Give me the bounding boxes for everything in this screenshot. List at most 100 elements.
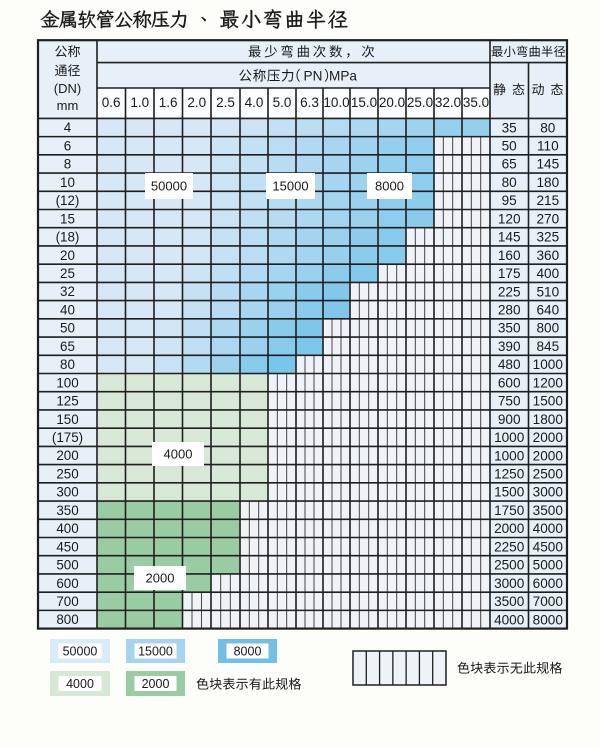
- svg-text:125: 125: [56, 394, 78, 409]
- svg-text:1000: 1000: [494, 430, 525, 445]
- svg-text:50000: 50000: [151, 179, 187, 194]
- svg-text:20: 20: [60, 248, 75, 263]
- svg-text:800: 800: [536, 321, 559, 336]
- svg-text:1500: 1500: [533, 394, 564, 409]
- svg-text:175: 175: [498, 266, 521, 281]
- svg-text:325: 325: [536, 230, 559, 245]
- svg-text:225: 225: [498, 284, 521, 299]
- svg-text:2500: 2500: [533, 467, 564, 482]
- svg-text:35: 35: [502, 120, 517, 135]
- svg-text:5.0: 5.0: [273, 95, 292, 110]
- svg-text:2000: 2000: [494, 521, 525, 536]
- svg-text:95: 95: [502, 193, 517, 208]
- svg-text:40: 40: [60, 302, 75, 317]
- svg-text:3500: 3500: [494, 594, 525, 609]
- svg-text:8000: 8000: [533, 612, 564, 627]
- svg-text:600: 600: [498, 375, 521, 390]
- svg-text:2000: 2000: [146, 571, 175, 586]
- svg-text:120: 120: [498, 211, 521, 226]
- svg-text:480: 480: [498, 357, 521, 372]
- svg-text:2.0: 2.0: [187, 95, 206, 110]
- svg-text:300: 300: [56, 485, 78, 500]
- svg-text:50000: 50000: [63, 644, 98, 658]
- svg-text:280: 280: [498, 303, 521, 318]
- svg-text:65: 65: [60, 339, 75, 354]
- svg-text:6000: 6000: [533, 576, 564, 591]
- svg-text:350: 350: [498, 321, 521, 336]
- svg-text:3500: 3500: [533, 503, 564, 518]
- svg-text:80: 80: [540, 120, 556, 135]
- svg-text:(18): (18): [56, 230, 80, 245]
- svg-text:2250: 2250: [494, 539, 525, 554]
- svg-text:20.0: 20.0: [379, 95, 405, 110]
- svg-text:800: 800: [56, 612, 78, 627]
- svg-text:0.6: 0.6: [102, 95, 121, 110]
- svg-text:MPa: MPa: [329, 68, 357, 83]
- svg-text:mm: mm: [57, 98, 79, 113]
- svg-text:15: 15: [60, 211, 75, 226]
- svg-text:4000: 4000: [494, 612, 525, 627]
- svg-text:500: 500: [56, 558, 78, 573]
- svg-text:15.0: 15.0: [351, 95, 377, 110]
- svg-text:110: 110: [537, 139, 559, 154]
- svg-text:2000: 2000: [533, 430, 564, 445]
- svg-text:200: 200: [56, 448, 78, 463]
- svg-text:(175): (175): [52, 430, 83, 445]
- svg-text:180: 180: [536, 175, 559, 190]
- svg-text:640: 640: [536, 303, 559, 318]
- svg-text:15000: 15000: [138, 644, 173, 658]
- svg-text:6.3: 6.3: [300, 95, 319, 110]
- svg-text:700: 700: [56, 594, 78, 609]
- svg-text:390: 390: [498, 339, 521, 354]
- svg-text:2000: 2000: [142, 677, 170, 691]
- svg-text:15000: 15000: [272, 179, 308, 194]
- svg-text:145: 145: [498, 230, 521, 245]
- svg-text:250: 250: [56, 466, 78, 481]
- svg-text:400: 400: [536, 266, 559, 281]
- svg-text:4: 4: [64, 120, 72, 135]
- svg-text:3000: 3000: [533, 485, 564, 500]
- svg-text:4000: 4000: [533, 521, 564, 536]
- svg-text:360: 360: [536, 248, 559, 263]
- svg-text:1250: 1250: [494, 467, 525, 482]
- svg-text:(DN): (DN): [54, 81, 81, 96]
- svg-text:4.0: 4.0: [245, 95, 264, 110]
- svg-text:145: 145: [536, 157, 559, 172]
- svg-text:8000: 8000: [234, 644, 262, 658]
- svg-text:32: 32: [60, 284, 75, 299]
- svg-text:2500: 2500: [494, 558, 525, 573]
- svg-text:8: 8: [64, 157, 71, 172]
- svg-text:1800: 1800: [533, 412, 564, 427]
- svg-text:80: 80: [502, 175, 518, 190]
- svg-text:450: 450: [56, 539, 78, 554]
- svg-text:1500: 1500: [494, 485, 525, 500]
- svg-text:845: 845: [536, 339, 559, 354]
- svg-text:270: 270: [536, 211, 559, 226]
- svg-text:10.0: 10.0: [323, 95, 349, 110]
- svg-text:25: 25: [60, 266, 75, 281]
- svg-text:2.5: 2.5: [216, 95, 235, 110]
- svg-text:6: 6: [64, 138, 71, 153]
- svg-text:4000: 4000: [66, 677, 94, 691]
- svg-text:1000: 1000: [494, 448, 525, 463]
- svg-text:35.0: 35.0: [463, 95, 489, 110]
- svg-text:10: 10: [60, 175, 75, 190]
- svg-text:100: 100: [56, 375, 78, 390]
- svg-text:1200: 1200: [533, 375, 564, 390]
- svg-text:1.6: 1.6: [159, 95, 178, 110]
- svg-text:1750: 1750: [494, 503, 525, 518]
- svg-text:4500: 4500: [533, 539, 564, 554]
- svg-text:215: 215: [536, 193, 559, 208]
- svg-text:8000: 8000: [375, 179, 404, 194]
- svg-text:80: 80: [60, 357, 75, 372]
- svg-text:32.0: 32.0: [435, 95, 461, 110]
- svg-text:1000: 1000: [533, 357, 564, 372]
- svg-text:1.0: 1.0: [130, 95, 149, 110]
- svg-text:400: 400: [56, 521, 78, 536]
- svg-text:(12): (12): [56, 193, 80, 208]
- svg-text:50: 50: [502, 139, 518, 154]
- svg-text:600: 600: [56, 576, 78, 591]
- svg-text:160: 160: [498, 248, 521, 263]
- svg-text:350: 350: [56, 503, 78, 518]
- svg-text:3000: 3000: [494, 576, 525, 591]
